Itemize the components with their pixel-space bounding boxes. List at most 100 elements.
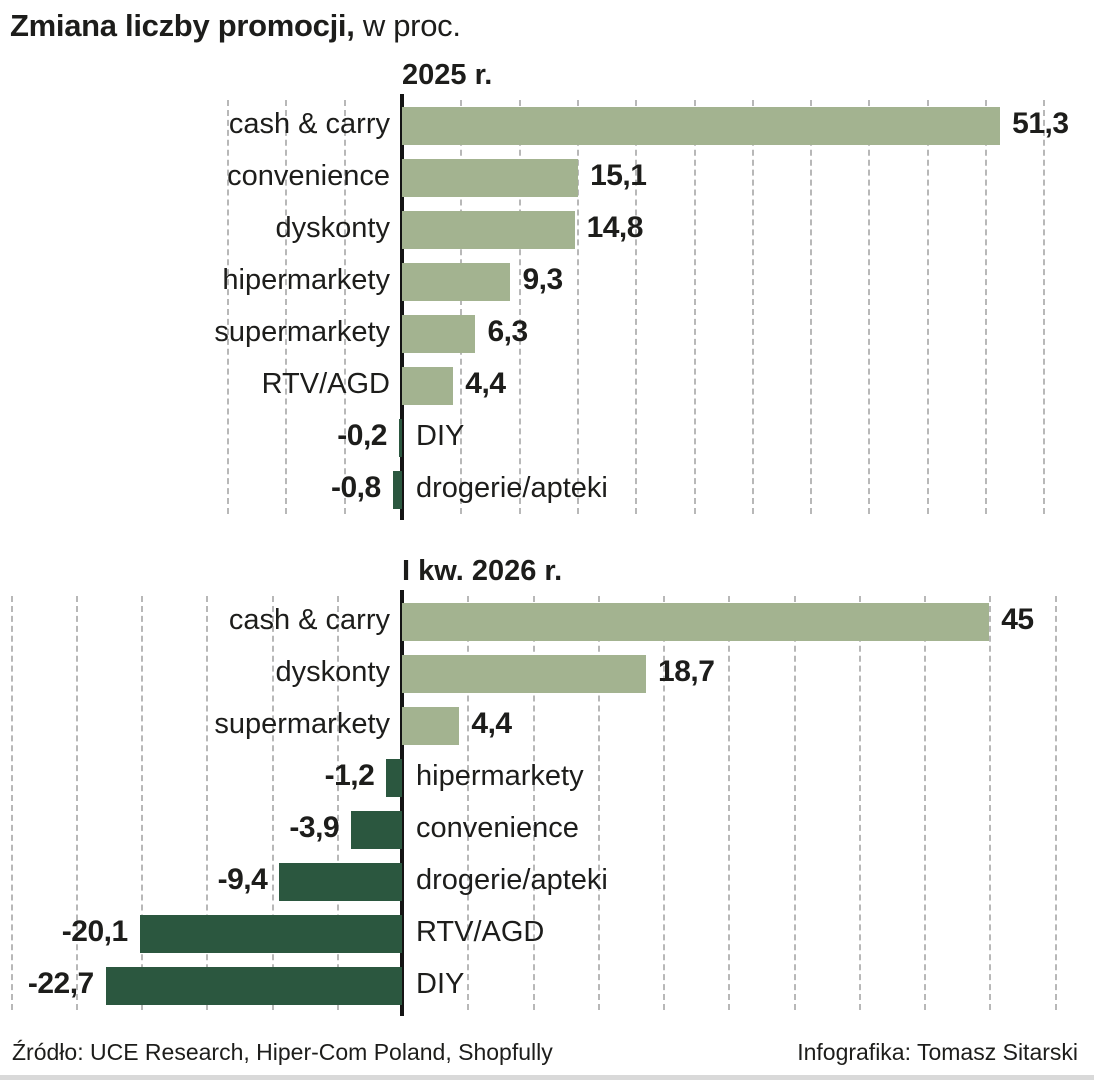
bar — [402, 367, 454, 405]
zero-axis — [400, 94, 404, 520]
gridline — [460, 100, 463, 514]
bar-row: cash & carry 51,3 — [0, 100, 1094, 152]
gridline — [343, 100, 346, 514]
chart-2025-title: 2025 r. — [402, 59, 493, 91]
value-label: 18,7 — [658, 655, 715, 688]
gridline — [141, 596, 143, 1010]
bar-row: drogerie/apteki -9,4 — [0, 856, 1094, 908]
gridline — [693, 100, 696, 514]
bar-row: hipermarkety -1,2 — [0, 752, 1094, 804]
bar — [386, 759, 402, 797]
chart-q1-2026: I kw. 2026 r. cash & carry 45 dyskonty 18,7… — [0, 554, 1094, 1016]
category-label: drogerie/apteki — [416, 472, 608, 504]
gridline — [728, 596, 731, 1010]
credit-text: Infografika: Tomasz Sitarski — [797, 1039, 1078, 1065]
bar-row: cash & carry 45 — [0, 596, 1094, 648]
category-label: convenience — [227, 160, 390, 192]
bar — [402, 315, 476, 353]
value-label: 15,1 — [590, 159, 647, 192]
gridline — [518, 100, 521, 514]
value-label: 4,4 — [465, 367, 506, 400]
gridline — [793, 596, 796, 1010]
category-label: supermarkety — [214, 316, 390, 348]
bar — [105, 967, 402, 1005]
gridline — [858, 596, 861, 1010]
value-label: -1,2 — [324, 759, 375, 792]
gridline — [924, 596, 926, 1010]
category-label: dyskonty — [275, 212, 390, 244]
gridline — [75, 596, 78, 1010]
bar-row: DIY -22,7 — [0, 960, 1094, 1012]
bar-row: DIY -0,2 — [0, 412, 1094, 464]
page-title-bold: Zmiana liczby promocji, — [10, 8, 355, 43]
bar — [402, 603, 990, 641]
gridline — [985, 100, 987, 514]
bar — [402, 107, 1001, 145]
gridline — [597, 596, 600, 1010]
zero-axis — [400, 590, 404, 1016]
bottom-strip — [0, 1075, 1094, 1080]
gridline — [467, 596, 470, 1010]
chart-2025-plot: cash & carry 51,3 convenience 15,1 dyskonty 1… — [0, 94, 1094, 520]
page-title-suffix: w proc. — [354, 8, 461, 43]
category-label: DIY — [416, 420, 465, 452]
category-label: DIY — [416, 968, 465, 1000]
category-label: supermarkety — [214, 708, 390, 740]
gridline — [336, 596, 339, 1010]
bar-row: drogerie/apteki -0,8 — [0, 464, 1094, 516]
bar-row: RTV/AGD 4,4 — [0, 360, 1094, 412]
gridline — [10, 596, 13, 1010]
gridline — [868, 100, 871, 514]
bar-row: dyskonty 18,7 — [0, 648, 1094, 700]
bar — [279, 863, 402, 901]
bar-row: convenience 15,1 — [0, 152, 1094, 204]
category-label: dyskonty — [275, 656, 390, 688]
category-label: cash & carry — [228, 604, 390, 636]
gridline — [751, 100, 754, 514]
page-title: Zmiana liczby promocji, w proc. — [0, 0, 1094, 44]
bar-row: RTV/AGD -20,1 — [0, 908, 1094, 960]
category-label: hipermarkety — [222, 264, 390, 296]
gridline — [1054, 596, 1057, 1010]
value-label: 45 — [1001, 603, 1034, 636]
chart-2025: 2025 r. cash & carry 51,3 convenience 15,1 d… — [0, 58, 1094, 520]
bar-row: supermarkety 4,4 — [0, 700, 1094, 752]
value-label: -3,9 — [289, 811, 340, 844]
gridline — [285, 100, 288, 514]
category-label: convenience — [416, 812, 579, 844]
value-label: -0,2 — [337, 419, 387, 452]
bar-row: supermarkety 6,3 — [0, 308, 1094, 360]
value-label: 51,3 — [1012, 107, 1069, 140]
bar — [402, 707, 460, 745]
category-label: RTV/AGD — [416, 916, 545, 948]
bar-row: hipermarkety 9,3 — [0, 256, 1094, 308]
bar — [392, 471, 402, 509]
value-label: -20,1 — [61, 915, 128, 948]
value-label: 4,4 — [471, 707, 512, 740]
gridline — [206, 596, 209, 1010]
gridline — [663, 596, 665, 1010]
bar — [402, 655, 647, 693]
category-label: RTV/AGD — [261, 368, 390, 400]
bar — [139, 915, 402, 953]
gridline — [271, 596, 274, 1010]
category-label: drogerie/apteki — [416, 864, 608, 896]
source-text: Źródło: UCE Research, Hiper-Com Poland, … — [12, 1039, 553, 1065]
footer: Źródło: UCE Research, Hiper-Com Poland, … — [12, 1039, 1078, 1066]
gridline — [1043, 100, 1046, 514]
chart-q1-2026-title: I kw. 2026 r. — [402, 555, 563, 587]
gridline — [810, 100, 813, 514]
bar — [402, 263, 511, 301]
bar-row: convenience -3,9 — [0, 804, 1094, 856]
gridline — [989, 596, 992, 1010]
chart-q1-2026-plot: cash & carry 45 dyskonty 18,7 supermarkety 4,… — [0, 590, 1094, 1016]
bar — [402, 159, 579, 197]
bar — [399, 419, 402, 457]
gridline — [635, 100, 638, 514]
bar-row: dyskonty 14,8 — [0, 204, 1094, 256]
value-label: 6,3 — [487, 315, 528, 348]
value-label: -0,8 — [330, 471, 381, 504]
value-label: -22,7 — [27, 967, 94, 1000]
value-label: 9,3 — [522, 263, 563, 296]
bar — [402, 211, 575, 249]
